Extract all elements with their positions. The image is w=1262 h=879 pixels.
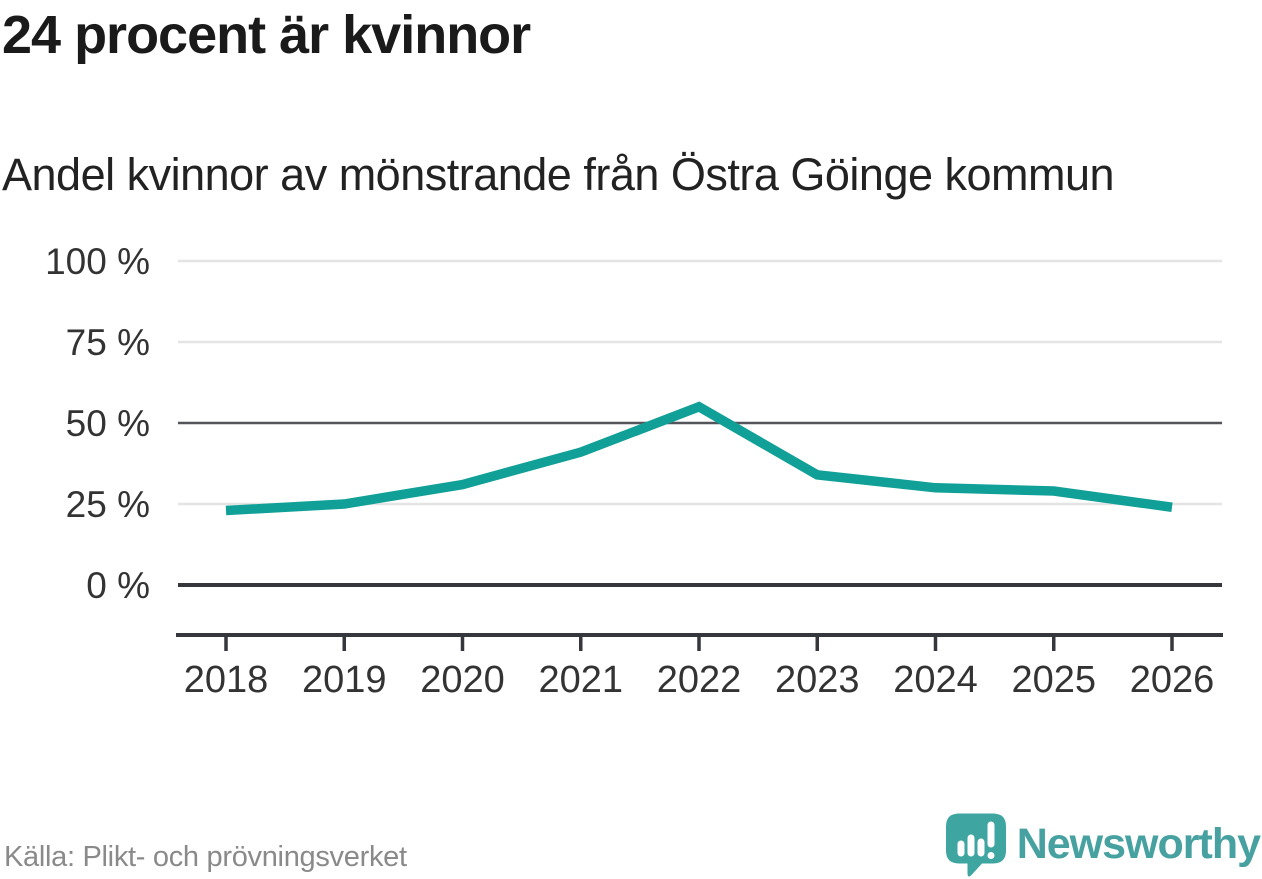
x-axis-label: 2018: [184, 659, 269, 701]
x-axis-label: 2024: [893, 659, 978, 701]
chart-subtitle: Andel kvinnor av mönstrande från Östra G…: [2, 149, 1115, 200]
data-line-women-share: [225, 401, 1173, 516]
x-axis-label: 2019: [302, 659, 387, 701]
newsworthy-bubble-barchart-icon: [945, 813, 1006, 877]
y-axis-label: 50 %: [66, 403, 150, 444]
x-axis-label: 2021: [538, 659, 623, 701]
brand-logo: Newsworthy: [944, 810, 1261, 878]
brand-wordmark: Newsworthy: [1016, 819, 1261, 868]
x-axis-label: 2026: [1130, 659, 1215, 701]
y-axis-label: 100 %: [45, 241, 150, 282]
x-axis-label: 2025: [1011, 659, 1096, 701]
x-axis-label: 2022: [657, 659, 742, 701]
y-axis-label: 0 %: [86, 565, 150, 606]
chart-title: 24 procent är kvinnor: [2, 5, 531, 65]
line-chart: 100 % 75 % 50 % 25 % 0 % 2018 2019 2020 2021 2022…: [45, 241, 1223, 701]
x-axis-label: 2023: [775, 659, 860, 701]
y-axis-label: 25 %: [66, 484, 150, 525]
x-axis-label: 2020: [420, 659, 505, 701]
source-note: Källa: Plikt- och prövningsverket: [4, 841, 407, 873]
y-axis-label: 75 %: [66, 322, 150, 363]
